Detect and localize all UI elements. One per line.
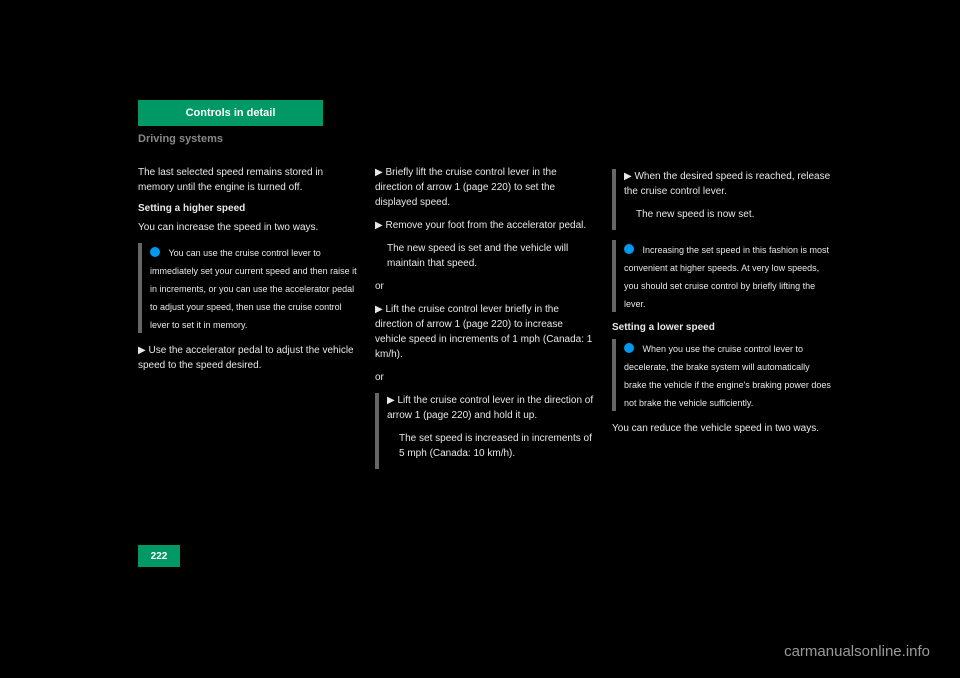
arrow-icon: ▶ <box>387 395 395 406</box>
step-block: ▶ When the desired speed is reached, rel… <box>612 169 832 230</box>
column-3: ▶ When the desired speed is reached, rel… <box>612 165 832 444</box>
arrow-icon: ▶ <box>624 171 632 182</box>
arrow-icon: ▶ <box>375 167 383 178</box>
column-2: ▶ Briefly lift the cruise control lever … <box>375 165 595 479</box>
paragraph: or <box>375 279 595 294</box>
paragraph: The last selected speed remains stored i… <box>138 165 358 195</box>
step-block: ▶ Lift the cruise control lever in the d… <box>375 393 595 469</box>
note-text: Increasing the set speed in this fashion… <box>624 245 829 309</box>
note-bar <box>138 243 142 333</box>
step-text: Lift the cruise control lever in the dir… <box>387 395 593 421</box>
note-bar <box>612 339 616 411</box>
step-text: Remove your foot from the accelerator pe… <box>385 220 586 231</box>
section-tab-text: Controls in detail <box>186 107 276 119</box>
section-tab: Controls in detail <box>138 100 323 126</box>
paragraph: The new speed is set and the vehicle wil… <box>387 241 595 271</box>
step-item: ▶ Use the accelerator pedal to adjust th… <box>138 343 358 373</box>
step-text: Use the accelerator pedal to adjust the … <box>138 345 354 371</box>
paragraph: The set speed is increased in increments… <box>399 431 595 461</box>
page-number: 222 <box>151 551 168 562</box>
note-text: When you use the cruise control lever to… <box>624 344 831 408</box>
step-item: ▶ Briefly lift the cruise control lever … <box>375 165 595 210</box>
info-icon <box>624 244 634 254</box>
paragraph: You can increase the speed in two ways. <box>138 220 358 235</box>
step-item: ▶ Remove your foot from the accelerator … <box>375 218 595 233</box>
page-number-box: 222 <box>138 545 180 567</box>
note-content: You can use the cruise control lever to … <box>150 243 358 333</box>
step-text: Lift the cruise control lever briefly in… <box>375 304 592 360</box>
note-content: When you use the cruise control lever to… <box>624 339 832 411</box>
note-block: When you use the cruise control lever to… <box>612 339 832 411</box>
note-bar <box>612 240 616 312</box>
note-text: You can use the cruise control lever to … <box>150 248 357 330</box>
watermark: carmanualsonline.info <box>784 643 930 660</box>
subheading: Setting a lower speed <box>612 322 832 333</box>
note-block: You can use the cruise control lever to … <box>138 243 358 333</box>
step-content: ▶ When the desired speed is reached, rel… <box>624 169 832 230</box>
column-1: The last selected speed remains stored i… <box>138 165 358 381</box>
step-item: ▶ Lift the cruise control lever in the d… <box>387 393 595 423</box>
paragraph: or <box>375 370 595 385</box>
page-container: Controls in detail Driving systems The l… <box>120 85 840 595</box>
step-content: ▶ Lift the cruise control lever in the d… <box>387 393 595 469</box>
paragraph: The new speed is now set. <box>636 207 832 222</box>
gray-bar <box>612 169 616 230</box>
step-text: When the desired speed is reached, relea… <box>624 171 830 197</box>
note-content: Increasing the set speed in this fashion… <box>624 240 832 312</box>
arrow-icon: ▶ <box>375 304 383 315</box>
subheading: Setting a higher speed <box>138 203 358 214</box>
note-block: Increasing the set speed in this fashion… <box>612 240 832 312</box>
step-item: ▶ Lift the cruise control lever briefly … <box>375 302 595 362</box>
step-item: ▶ When the desired speed is reached, rel… <box>624 169 832 199</box>
step-text: Briefly lift the cruise control lever in… <box>375 167 557 208</box>
arrow-icon: ▶ <box>138 345 146 356</box>
paragraph: You can reduce the vehicle speed in two … <box>612 421 832 436</box>
info-icon <box>150 247 160 257</box>
subsection-title: Driving systems <box>138 133 223 145</box>
gray-bar <box>375 393 379 469</box>
info-icon <box>624 343 634 353</box>
arrow-icon: ▶ <box>375 220 383 231</box>
